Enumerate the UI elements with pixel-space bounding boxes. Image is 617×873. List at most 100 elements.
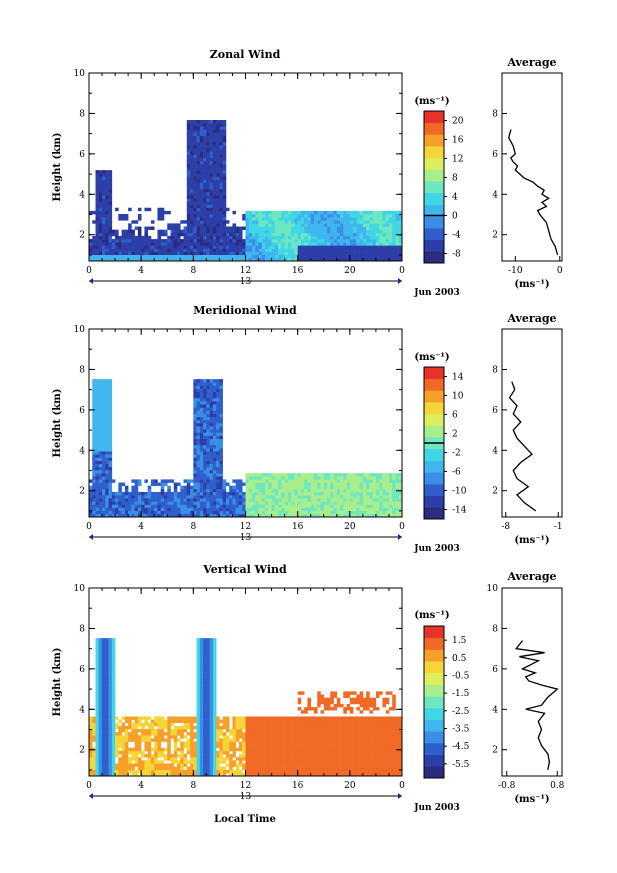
heatmap-cell — [111, 703, 116, 708]
heatmap-cell — [183, 257, 188, 261]
heatmap-cell — [108, 195, 113, 199]
heatmap-cell — [340, 479, 344, 483]
heatmap-cell — [353, 476, 357, 480]
heatmap-cell — [196, 656, 201, 661]
heatmap-cell — [134, 491, 139, 496]
heatmap-cell — [268, 513, 272, 517]
heatmap-cell — [163, 769, 168, 774]
heatmap-cell — [375, 229, 380, 234]
heatmap-cell — [105, 747, 109, 752]
heatmap-cell — [235, 725, 240, 730]
heatmap-cell — [258, 482, 263, 486]
heatmap-cell — [245, 220, 250, 224]
heatmap-cell — [216, 242, 220, 246]
heatmap-cell — [92, 441, 96, 446]
heatmap-cell — [392, 226, 396, 230]
heatmap-cell — [98, 470, 103, 474]
heatmap-cell — [212, 473, 217, 477]
heatmap-cell — [245, 229, 250, 234]
heatmap-cell — [199, 229, 204, 234]
heatmap-cell — [203, 416, 207, 421]
heatmap-cell — [216, 388, 220, 392]
heatmap-cell — [105, 426, 109, 430]
heatmap-cell — [235, 485, 240, 490]
heatmap-cell — [95, 182, 100, 187]
heatmap-cell — [203, 407, 207, 411]
heatmap-cell — [349, 473, 354, 477]
heatmap-cell — [379, 507, 383, 512]
heatmap-cell — [199, 239, 204, 243]
heatmap-cell — [212, 132, 217, 136]
heatmap-cell — [320, 217, 325, 221]
heatmap-cell — [379, 232, 383, 237]
heatmap-cell — [268, 485, 272, 490]
heatmap-cell — [212, 239, 217, 243]
heatmap-cell — [340, 223, 344, 227]
heatmap-cell — [252, 729, 256, 733]
heatmap-cell — [131, 239, 135, 243]
heatmap-cell — [382, 210, 386, 215]
heatmap-cell — [115, 769, 119, 774]
heatmap-cell — [98, 423, 103, 427]
chart-mark — [89, 120, 402, 261]
heatmap-cell — [209, 738, 214, 742]
heatmap-cell — [219, 510, 223, 515]
heatmap-cell — [225, 754, 230, 758]
heatmap-cell — [131, 485, 135, 490]
heatmap-cell — [349, 254, 354, 259]
heatmap-cell — [95, 694, 100, 698]
heatmap-cell — [160, 501, 165, 505]
heatmap-cell — [167, 485, 171, 490]
heatmap-cell — [294, 226, 298, 230]
heatmap-cell — [105, 482, 109, 486]
heatmap-cell — [199, 457, 204, 461]
heatmap-cell — [284, 220, 289, 224]
heatmap-cell — [261, 754, 266, 758]
heatmap-cell — [375, 495, 380, 499]
heatmap-cell — [102, 257, 106, 261]
heatmap-cell — [141, 716, 145, 720]
heatmap-cell — [343, 488, 347, 493]
heatmap-cell — [134, 235, 139, 240]
heatmap-cell — [95, 754, 100, 758]
heatmap-cell — [193, 192, 197, 196]
heatmap-cell — [108, 716, 113, 720]
heatmap-cell — [134, 254, 139, 259]
heatmap-cell — [105, 466, 109, 471]
heatmap-cell — [134, 722, 139, 727]
heatmap-cell — [395, 476, 400, 480]
heatmap-cell — [287, 210, 292, 215]
heatmap-cell — [206, 154, 210, 158]
heatmap-cell — [108, 410, 113, 414]
heatmap-cell — [366, 476, 370, 480]
heatmap-cell — [95, 232, 100, 237]
heatmap-cell — [330, 232, 334, 237]
heatmap-cell — [300, 251, 305, 256]
heatmap-cell — [196, 691, 201, 695]
heatmap-cell — [271, 498, 276, 502]
heatmap-cell — [222, 217, 227, 221]
heatmap-cell — [186, 744, 191, 749]
heatmap-cell — [219, 167, 223, 171]
heatmap-cell — [379, 235, 383, 240]
heatmap-cell — [245, 763, 250, 767]
heatmap-cell — [336, 491, 341, 496]
heatmap-cell — [271, 479, 276, 483]
heatmap-cell — [392, 473, 396, 477]
heatmap-cell — [398, 504, 402, 508]
heatmap-cell — [124, 763, 129, 767]
heatmap-cell — [98, 722, 103, 727]
heatmap-cell — [98, 416, 103, 421]
heatmap-cell — [98, 741, 103, 745]
heatmap-cell — [111, 769, 116, 774]
heatmap-cell — [219, 214, 223, 218]
heatmap-cell — [98, 466, 103, 471]
heatmap-cell — [111, 650, 116, 655]
heatmap-cell — [199, 251, 204, 256]
heatmap-cell — [265, 513, 269, 517]
heatmap-cell — [170, 760, 175, 764]
heatmap-cell — [388, 223, 393, 227]
heatmap-cell — [105, 725, 109, 730]
heatmap-cell — [219, 410, 223, 414]
heatmap-cell — [144, 207, 148, 212]
